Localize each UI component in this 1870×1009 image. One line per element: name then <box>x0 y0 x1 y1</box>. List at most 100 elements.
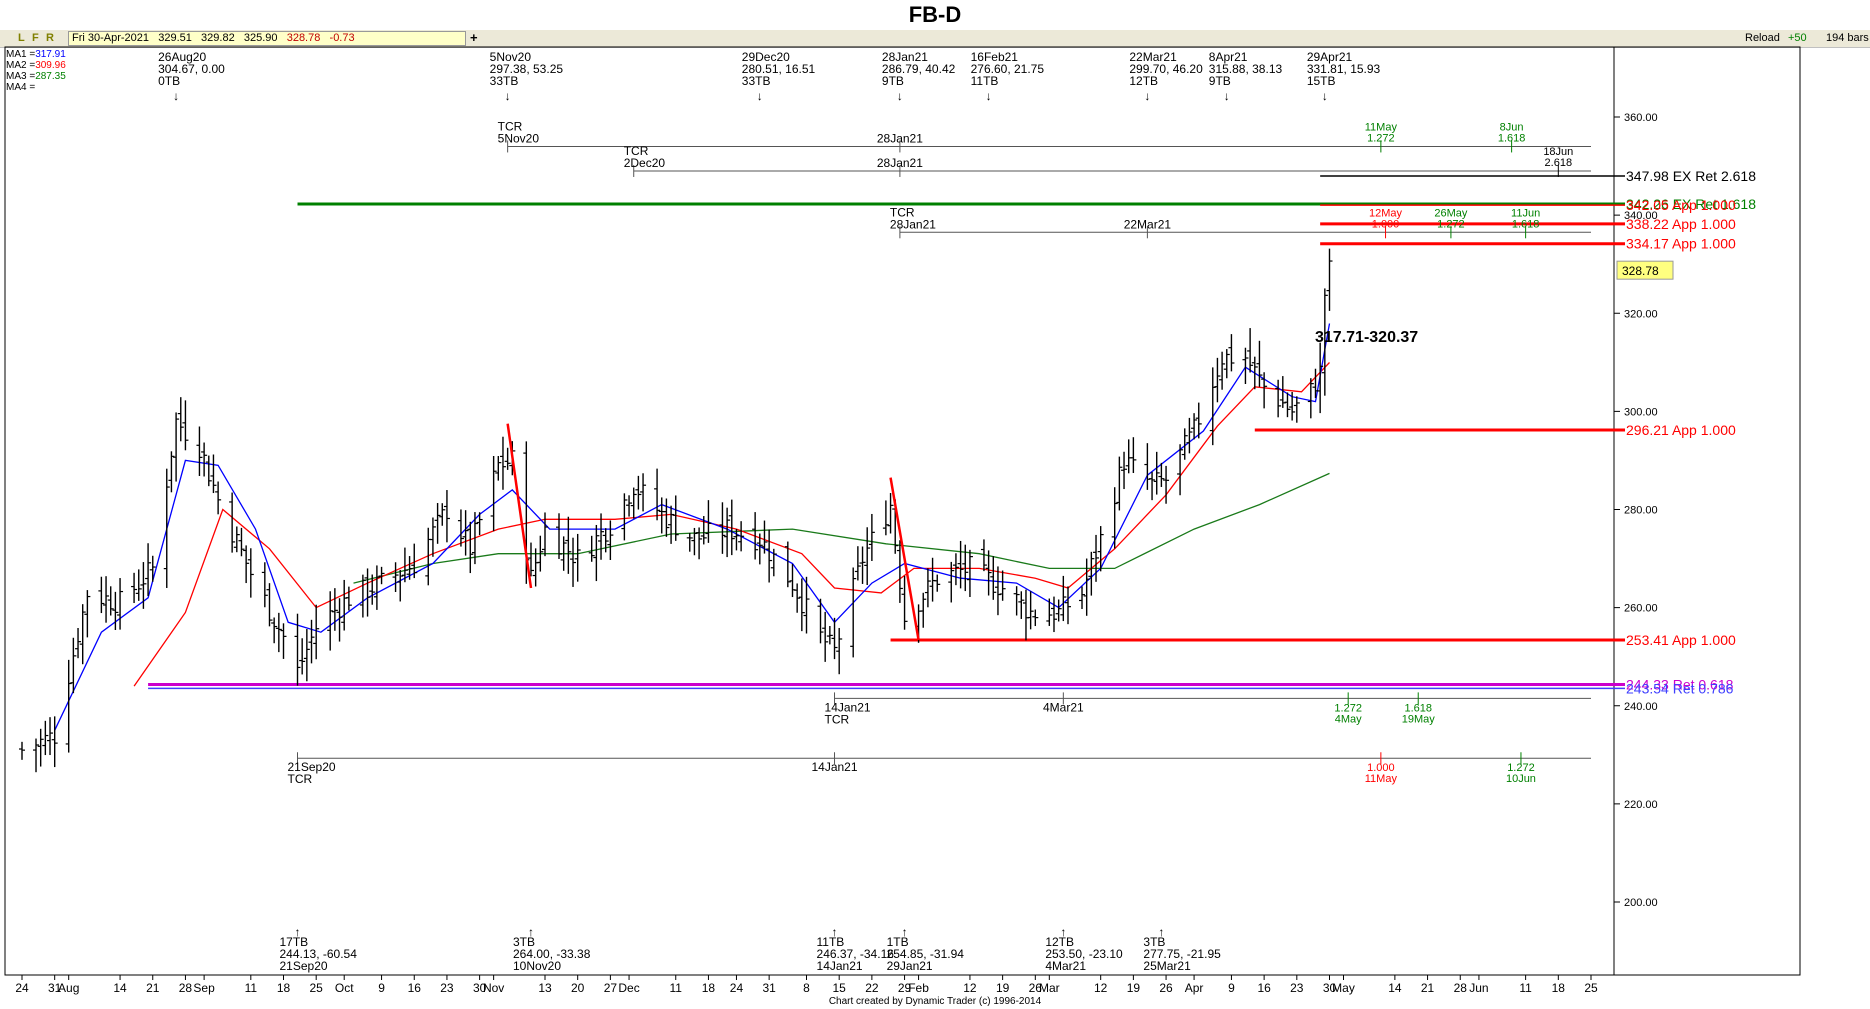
x-tick-label: 12 <box>963 981 977 995</box>
swing-bottom-label: 21Sep20 <box>280 959 328 973</box>
ma4-label: MA4 = <box>6 82 36 93</box>
swing-top-label: 26Aug20 <box>158 50 206 64</box>
swing-top-label: 280.51, 16.51 <box>742 62 816 76</box>
x-tick-label: Apr <box>1185 981 1204 995</box>
price-level-label: 347.98 EX Ret 2.618 <box>1626 168 1756 184</box>
x-tick-label: Mar <box>1039 981 1060 995</box>
crosshair-icon[interactable]: + <box>470 30 478 45</box>
ma1-legend: MA1 =317.91 <box>6 49 66 60</box>
time-ruler-mid-label: 28Jan21 <box>877 156 923 170</box>
swing-top-label: 8Apr21 <box>1209 50 1248 64</box>
swing-up-arrow: ↑ <box>1158 925 1164 939</box>
swing-bottom-label: 277.75, -21.95 <box>1143 947 1221 961</box>
ma1-line <box>54 323 1331 731</box>
time-projection-label: 11May <box>1365 121 1398 133</box>
swing-top-label: 0TB <box>158 74 180 88</box>
x-tick-label: Dec <box>618 981 639 995</box>
ma2-line <box>133 362 1330 687</box>
bar-count: 194 bars <box>1826 32 1869 44</box>
time-projection-label: 19May <box>1402 713 1436 725</box>
swing-bottom-label: 12TB <box>1045 935 1074 949</box>
x-tick-label: 25 <box>1584 981 1598 995</box>
x-tick-label: 30 <box>473 981 487 995</box>
ma4-legend: MA4 = <box>6 82 35 93</box>
price-level-label: 342.05 App 1.000 <box>1626 197 1736 213</box>
x-tick-label: 26 <box>1159 981 1173 995</box>
x-tick-label: 18 <box>702 981 716 995</box>
swing-bottom-label: 10Nov20 <box>513 959 561 973</box>
time-projection-label: 1.000 <box>1372 218 1400 230</box>
letter-f[interactable]: F <box>32 32 39 44</box>
x-tick-label: 21 <box>1421 981 1435 995</box>
swing-bottom-label: 254.85, -31.94 <box>887 947 965 961</box>
x-tick-label: 28 <box>1454 981 1468 995</box>
letter-r[interactable]: R <box>46 32 54 44</box>
quote-change: -0.73 <box>329 32 355 44</box>
time-projection-label: 12May <box>1369 207 1403 219</box>
y-tick-label: 360.00 <box>1624 112 1658 124</box>
swing-top-label: 29Apr21 <box>1307 50 1353 64</box>
ma3-legend: MA3 =287.35 <box>6 71 66 82</box>
range-label: 317.71-320.37 <box>1315 329 1418 346</box>
swing-bottom-label: 29Jan21 <box>887 959 933 973</box>
swing-bottom-label: 264.00, -33.38 <box>513 947 591 961</box>
x-tick-label: 16 <box>1257 981 1271 995</box>
x-tick-label: Jun <box>1469 981 1488 995</box>
swing-top-label: 331.81, 15.93 <box>1307 62 1381 76</box>
plus50-button[interactable]: +50 <box>1788 32 1807 44</box>
swing-bottom-label: 14Jan21 <box>817 959 863 973</box>
quote-high: 329.82 <box>201 32 235 44</box>
x-tick-label: Nov <box>483 981 504 995</box>
price-level-label: 334.17 App 1.000 <box>1626 236 1736 252</box>
reload-button[interactable]: Reload <box>1745 32 1780 44</box>
time-projection-label: 1.000 <box>1367 762 1395 774</box>
last-price-tag <box>1616 260 1674 280</box>
x-tick-label: 31 <box>762 981 776 995</box>
swing-top-label: 304.67, 0.00 <box>158 62 225 76</box>
x-tick-label: 19 <box>1127 981 1141 995</box>
y-tick-label: 320.00 <box>1624 308 1658 320</box>
price-level-label: 342.26 EX Ret 1.618 <box>1626 196 1756 212</box>
x-tick-label: 24 <box>15 981 29 995</box>
swing-bottom-label: 1TB <box>887 935 909 949</box>
swing-top-label: 286.79, 40.42 <box>882 62 956 76</box>
swing-top-label: 22Mar21 <box>1129 50 1177 64</box>
swing-down-arrow: ↓ <box>986 89 992 103</box>
time-ruler-label: 21Sep20 <box>288 760 336 774</box>
x-tick-label: 27 <box>604 981 618 995</box>
swing-up-arrow: ↑ <box>902 925 908 939</box>
swing-bottom-label: 11TB <box>817 935 845 949</box>
swing-up-arrow: ↑ <box>1060 925 1066 939</box>
x-tick-label: 14 <box>113 981 127 995</box>
x-tick-label: 12 <box>1094 981 1108 995</box>
time-projection-label: 8Jun <box>1500 121 1524 133</box>
x-tick-label: Sep <box>193 981 215 995</box>
y-tick-label: 200.00 <box>1624 897 1658 909</box>
x-tick-label: 30 <box>1323 981 1337 995</box>
swing-up-arrow: ↑ <box>832 925 838 939</box>
letter-l[interactable]: L <box>18 32 25 44</box>
time-projection-label: 11Jun <box>1511 207 1540 219</box>
time-ruler-label: 28Jan21 <box>890 217 936 231</box>
y-tick-label: 340.00 <box>1624 210 1658 222</box>
x-tick-label: 9 <box>378 981 385 995</box>
ohlc-bars <box>19 248 1333 773</box>
x-tick-label: 11 <box>670 981 683 995</box>
time-projection-label: 1.272 <box>1367 132 1395 144</box>
x-tick-label: 15 <box>833 981 847 995</box>
swing-bottom-label: 244.13, -60.54 <box>280 947 358 961</box>
swing-down-arrow: ↓ <box>1144 89 1150 103</box>
swing-top-label: 12TB <box>1129 74 1158 88</box>
price-level-label: 244.33 Ret 0.618 <box>1626 677 1734 693</box>
x-tick-label: May <box>1332 981 1355 995</box>
ma3-label: MA3 = <box>6 71 36 82</box>
time-projection-label: 1.618 <box>1498 132 1526 144</box>
time-ruler-label: 2Dec20 <box>624 156 666 170</box>
x-tick-label: 29 <box>898 981 912 995</box>
price-levels: 347.98 EX Ret 2.618 342.26 EX Ret 1.61834… <box>148 168 1756 696</box>
swing-bottom-label: 3TB <box>1143 935 1165 949</box>
quote-date: Fri 30-Apr-2021 <box>72 32 150 44</box>
swing-top-label: 16Feb21 <box>971 50 1019 64</box>
